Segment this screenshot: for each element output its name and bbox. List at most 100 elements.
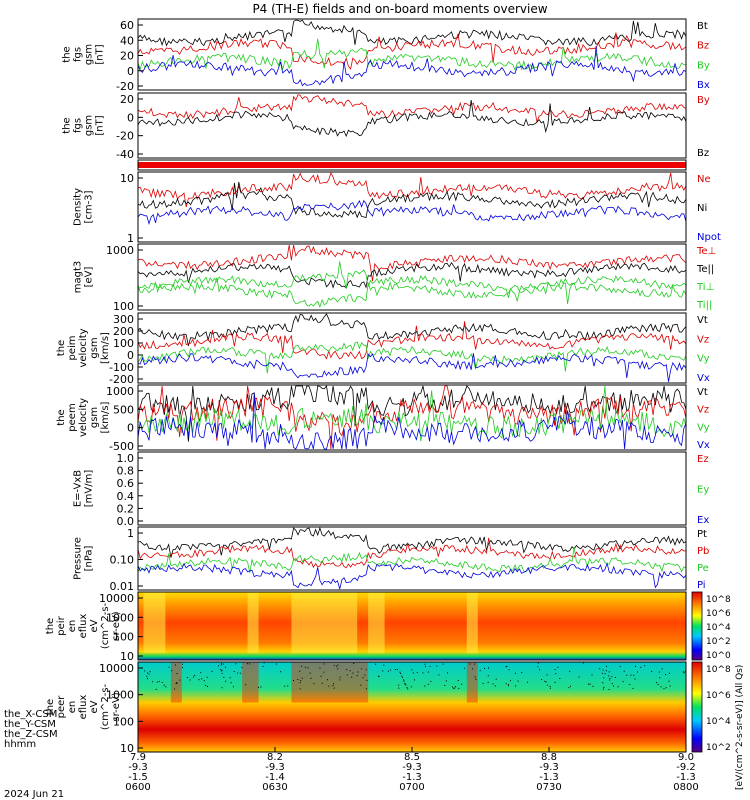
spectrogram-dot <box>601 672 603 674</box>
spectrogram-dot <box>458 687 460 689</box>
spectrogram-band <box>466 592 478 654</box>
series-bx-line <box>137 46 687 87</box>
series-ti-line <box>137 277 687 309</box>
spectrogram-dot <box>422 672 424 674</box>
ytick-label: 0.4 <box>117 490 135 503</box>
spectrogram-dot <box>349 670 351 672</box>
spectrogram-dot <box>221 670 223 672</box>
spectrogram-dot <box>147 678 148 680</box>
spectrogram-dot <box>346 669 348 671</box>
spectrogram-dot <box>163 684 165 686</box>
spectrogram-dot <box>320 675 322 677</box>
spectrogram-dot <box>487 675 489 677</box>
spectrogram-dot <box>546 684 548 686</box>
spectrogram-dot <box>623 670 625 672</box>
spectrogram-dot <box>461 683 463 685</box>
ytick-label: -100 <box>109 361 134 374</box>
series-vt-line <box>137 385 687 442</box>
ytick-label: 60 <box>120 19 134 32</box>
spectrogram-dot <box>198 679 200 681</box>
spectrogram-dot <box>229 677 231 679</box>
spectrogram-dot <box>592 685 594 687</box>
spectrogram-dot <box>474 676 476 678</box>
spectrogram-dot <box>260 686 262 688</box>
spectrogram-dot <box>609 678 611 679</box>
spectrogram-dot <box>554 681 556 683</box>
spectrogram-dot <box>578 676 580 678</box>
spectrogram-dot <box>319 667 321 669</box>
spectrogram-dot <box>615 677 617 678</box>
spectrogram-dot <box>339 679 341 681</box>
ylabel-line: [eV] <box>84 267 95 288</box>
colorbar-tick-label: 10^4 <box>706 623 731 633</box>
spectrogram-dot <box>171 670 173 672</box>
series-bz-line <box>137 32 687 70</box>
panel-11: 10000 1000 100 10 the peer en eflux eV (cm^2-s-sr… <box>45 661 687 755</box>
spectrogram-dot <box>555 673 557 675</box>
spectrogram-dot <box>232 686 234 688</box>
spectrogram-dot <box>301 665 303 667</box>
spectrogram-dot <box>221 673 223 674</box>
ytick-label: 1000 <box>106 611 134 624</box>
spectrogram-band <box>466 662 478 703</box>
spectrogram-dot <box>410 686 412 688</box>
spectrogram-dot <box>559 678 561 679</box>
ylabel-line: E=-VxB <box>73 470 84 507</box>
ylabel-line: the <box>45 618 56 634</box>
spectrogram-dot <box>668 680 670 682</box>
ylabel-line: the <box>62 46 73 62</box>
spectrogram-dot <box>404 683 406 685</box>
panel-frame <box>137 526 687 591</box>
spectrogram-dot <box>176 673 178 674</box>
spectrogram-dot <box>424 663 426 665</box>
panel-7: 1000 500 0 -500 the peem velocity gsm [km/s] Vt Vz… <box>56 384 710 453</box>
ylabel-line: eV <box>89 619 100 632</box>
spectrogram-dot <box>630 674 632 676</box>
xtick-label-y: -9.3 <box>402 762 422 773</box>
spectrogram-dot <box>313 683 315 685</box>
xtick-label-z: -1.4 <box>265 772 285 783</box>
legend-vt: Vt <box>697 387 708 398</box>
ytick-label: 1000 <box>106 385 134 398</box>
spectrogram-dot <box>669 685 671 687</box>
series-te-line <box>137 261 687 289</box>
spectrogram-dot <box>360 684 362 686</box>
spectrogram-dot <box>436 665 438 667</box>
spectrogram-dot <box>515 685 517 687</box>
spectrogram-dot <box>399 671 401 673</box>
series-vz-line <box>137 385 687 450</box>
spectrogram-dot <box>366 679 368 681</box>
colorbar-tick-label: 10^8 <box>706 595 731 605</box>
spectrogram-dot <box>403 679 404 681</box>
spectrogram-dot <box>508 669 510 671</box>
spectrogram-dot <box>557 666 559 668</box>
ylabel-line: peim <box>67 335 78 360</box>
spectrogram-dot <box>517 680 519 682</box>
spectrogram-dot <box>541 679 543 681</box>
legend-vz: Vz <box>697 405 709 416</box>
spectrogram-dot <box>427 683 429 685</box>
spectrogram-dot <box>351 676 353 678</box>
ylabel-line: the <box>56 340 67 356</box>
spectrogram-dot <box>396 669 398 671</box>
ytick-label: 1.0 <box>117 452 135 465</box>
ytick-label: -20 <box>116 130 134 143</box>
spectrogram-dot <box>413 679 415 681</box>
ytick-label: 0.0 <box>117 515 135 528</box>
series-by-line <box>137 94 687 124</box>
spectrogram-dot <box>333 683 334 685</box>
ytick-label: 100 <box>113 715 134 728</box>
ytick-label: 0 <box>127 349 134 362</box>
spectrogram-dot <box>221 669 223 671</box>
ytick-label: -500 <box>109 440 134 453</box>
spectrogram-dot <box>416 671 418 673</box>
ytick-label: 0 <box>127 111 134 124</box>
spectrogram-dot <box>589 683 591 685</box>
spectrogram-dot <box>475 678 477 680</box>
spectrogram-dot <box>165 686 167 688</box>
spectrogram-dot <box>492 683 494 685</box>
colorbar-tick-label: 10^4 <box>706 717 731 727</box>
spectrogram-dot <box>323 663 325 665</box>
series-bt-line <box>137 19 687 47</box>
spectrogram-dot <box>327 679 328 681</box>
